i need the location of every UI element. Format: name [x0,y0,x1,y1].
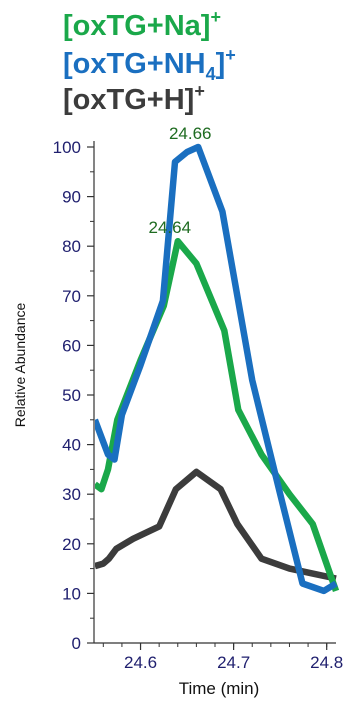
y-tick-label: 40 [62,436,81,455]
legend-entry: [oxTG+NH4]+ [63,45,236,84]
peak-label: 24.66 [169,124,212,143]
x-axis-label: Time (min) [179,679,260,698]
series-line [95,143,338,595]
axes: 0 10 20 30 40 50 60 70 80 90 100 24.6 24.7 24.8 Time (… [12,138,343,698]
y-tick-label: 70 [62,287,81,306]
annotations: 24.66 24.64 [148,124,211,237]
legend-entry: [oxTG+Na]+ [63,7,221,42]
y-tick-label: 90 [62,188,81,207]
series-group [95,143,340,595]
y-axis-label: Relative Abundance [12,303,28,428]
y-tick-label: 60 [62,336,81,355]
legend: [oxTG+Na]+[oxTG+NH4]+[oxTG+H]+ [63,7,236,116]
y-tick-label: 20 [62,535,81,554]
y-tick-label: 80 [62,237,81,256]
series-line [95,468,337,582]
y-tick-label: 10 [62,584,81,603]
y-tick-label: 100 [53,138,81,157]
series-line [95,237,340,592]
x-tick-label: 24.6 [124,653,157,672]
peak-label: 24.64 [148,218,191,237]
y-tick-label: 30 [62,485,81,504]
x-tick-label: 24.8 [310,653,343,672]
x-tick-label: 24.7 [217,653,250,672]
y-tick-label: 50 [62,386,81,405]
y-tick-label: 0 [72,634,81,653]
legend-entry: [oxTG+H]+ [63,81,205,116]
